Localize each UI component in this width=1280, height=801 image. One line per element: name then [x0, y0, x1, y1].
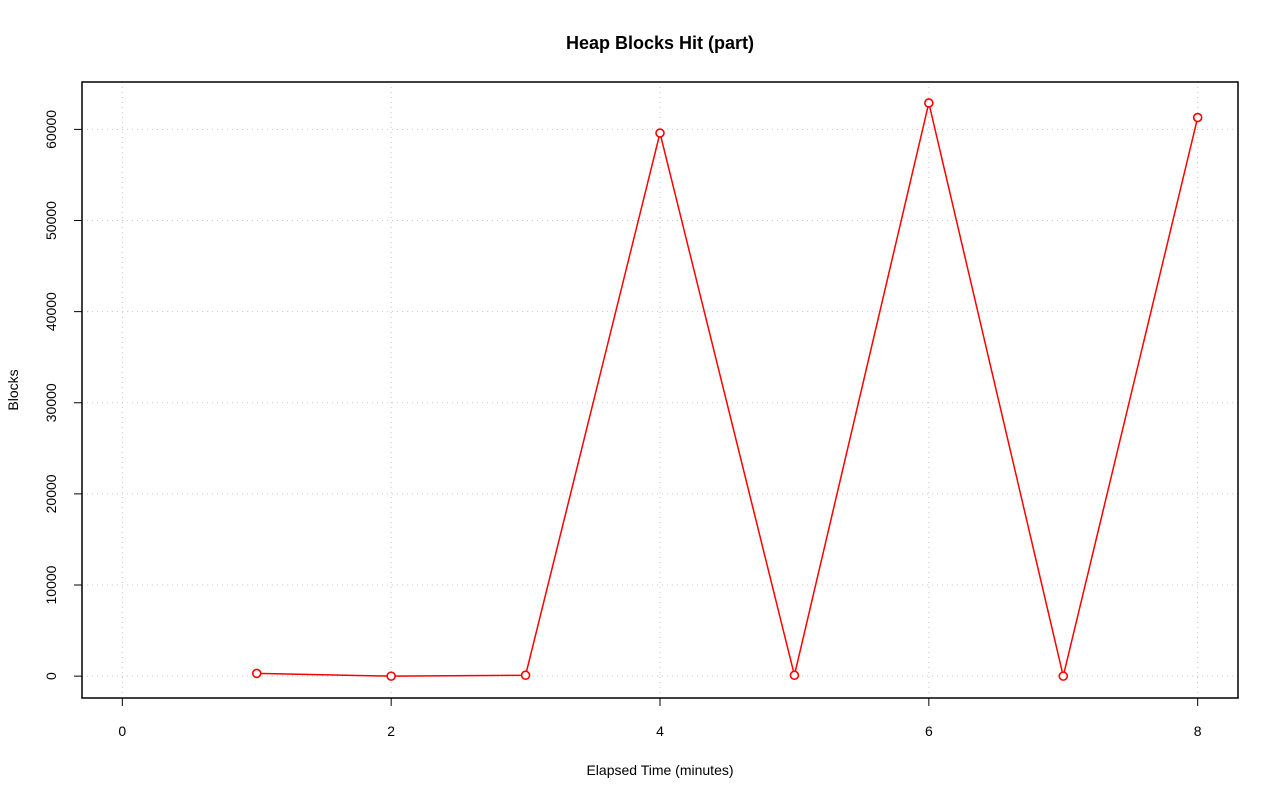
y-tick-label: 60000	[43, 110, 59, 149]
y-tick-label: 30000	[43, 383, 59, 422]
y-tick-label: 40000	[43, 292, 59, 331]
x-tick-label: 8	[1194, 723, 1202, 739]
grid	[82, 82, 1238, 698]
axes: 0 2 4 6 8 0 10000 20000 30000 40000 50000 60000	[43, 110, 1202, 739]
y-tick-label: 0	[43, 672, 59, 680]
x-axis-label: Elapsed Time (minutes)	[586, 762, 733, 778]
data-point	[789, 670, 800, 681]
data-point	[520, 670, 531, 681]
plot-frame	[81, 81, 1239, 699]
x-tick-label: 6	[925, 723, 933, 739]
data-point	[1058, 671, 1069, 681]
chart-title: Heap Blocks Hit (part)	[566, 33, 754, 53]
series-layer	[251, 98, 1203, 681]
series-line	[256, 102, 1199, 677]
x-tick-label: 0	[118, 723, 126, 739]
y-tick-label: 50000	[43, 201, 59, 240]
data-point	[924, 98, 934, 108]
data-point	[655, 128, 665, 138]
x-tick-label: 4	[656, 723, 664, 739]
y-tick-label: 10000	[43, 565, 59, 604]
y-axis-label: Blocks	[5, 369, 21, 410]
data-point	[386, 671, 396, 681]
x-tick-label: 2	[387, 723, 395, 739]
y-tick-label: 20000	[43, 474, 59, 513]
data-point	[1192, 112, 1203, 123]
data-point	[251, 668, 262, 679]
